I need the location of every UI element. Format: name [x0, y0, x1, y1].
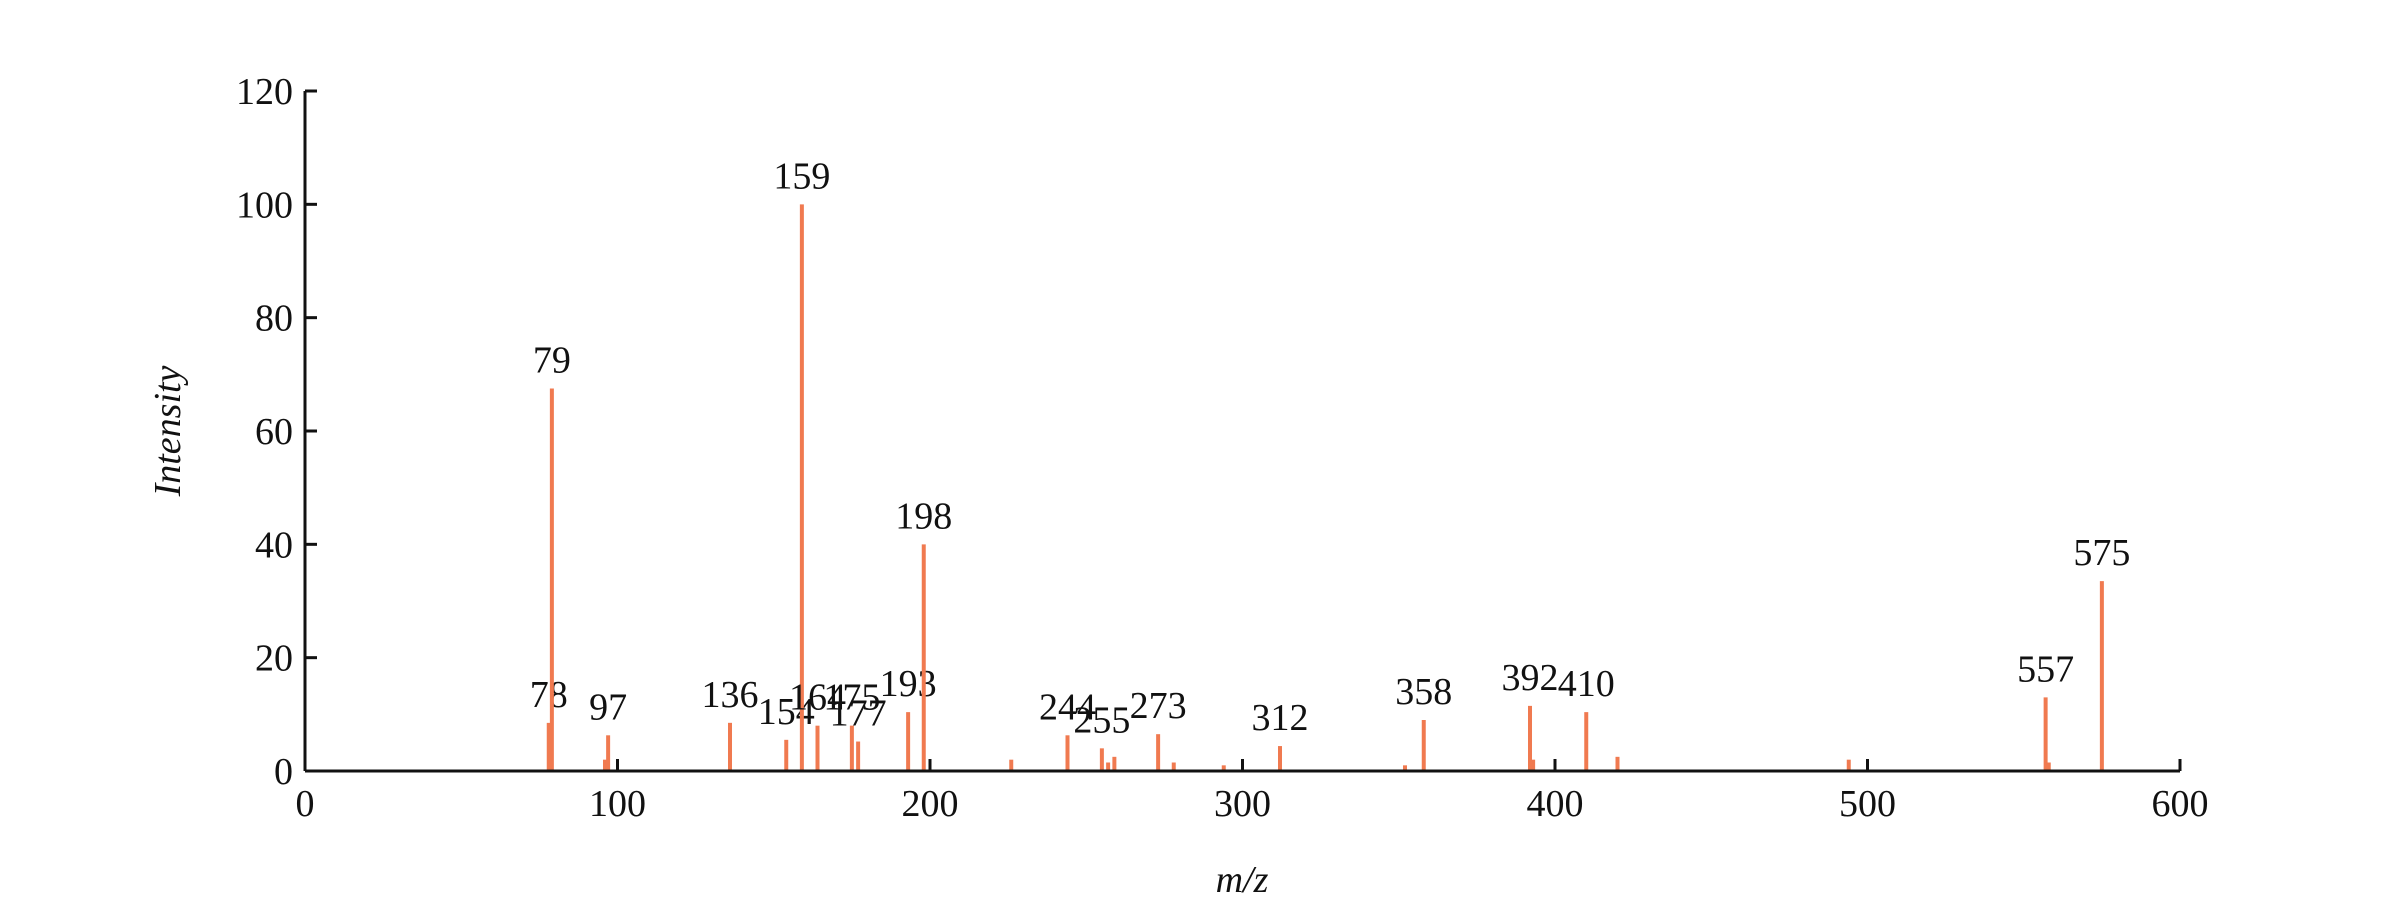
y-tick-label: 20	[255, 638, 293, 680]
x-tick-label: 300	[1214, 783, 1271, 825]
peak-label: 175	[823, 677, 880, 719]
x-tick-label: 100	[589, 783, 646, 825]
peak-label: 177	[830, 693, 887, 735]
y-tick-label: 120	[236, 71, 293, 113]
peak-label: 136	[702, 674, 759, 716]
peak-label: 154	[758, 691, 815, 733]
x-tick-label: 200	[902, 783, 959, 825]
y-tick-label: 40	[255, 524, 293, 566]
x-axis-label: m/z	[1216, 859, 1269, 900]
peak-label: 312	[1252, 697, 1309, 739]
peak-label: 198	[895, 495, 952, 537]
peak-label: 244	[1039, 686, 1096, 728]
peak-label: 358	[1395, 671, 1452, 713]
y-tick-label: 100	[236, 184, 293, 226]
y-tick-label: 60	[255, 411, 293, 453]
peak-label: 97	[589, 686, 627, 728]
peak-label: 557	[2017, 648, 2074, 690]
x-tick-label: 400	[1527, 783, 1584, 825]
x-tick-label: 0	[296, 783, 315, 825]
y-axis-label: Intensity	[147, 365, 189, 497]
peak-label: 410	[1558, 663, 1615, 705]
peak-label: 392	[1502, 657, 1559, 699]
peak-label: 164	[789, 677, 846, 719]
x-tick-label: 500	[1839, 783, 1896, 825]
peak-label: 575	[2073, 532, 2130, 574]
y-tick-label: 0	[274, 751, 293, 793]
peak-label: 79	[533, 340, 571, 382]
peak-label: 78	[530, 674, 568, 716]
x-tick-label: 600	[2152, 783, 2209, 825]
peak-label: 255	[1073, 699, 1130, 741]
peak-label: 159	[773, 155, 830, 197]
peak-label: 193	[880, 663, 937, 705]
peak-label: 273	[1130, 685, 1187, 727]
y-tick-label: 80	[255, 298, 293, 340]
